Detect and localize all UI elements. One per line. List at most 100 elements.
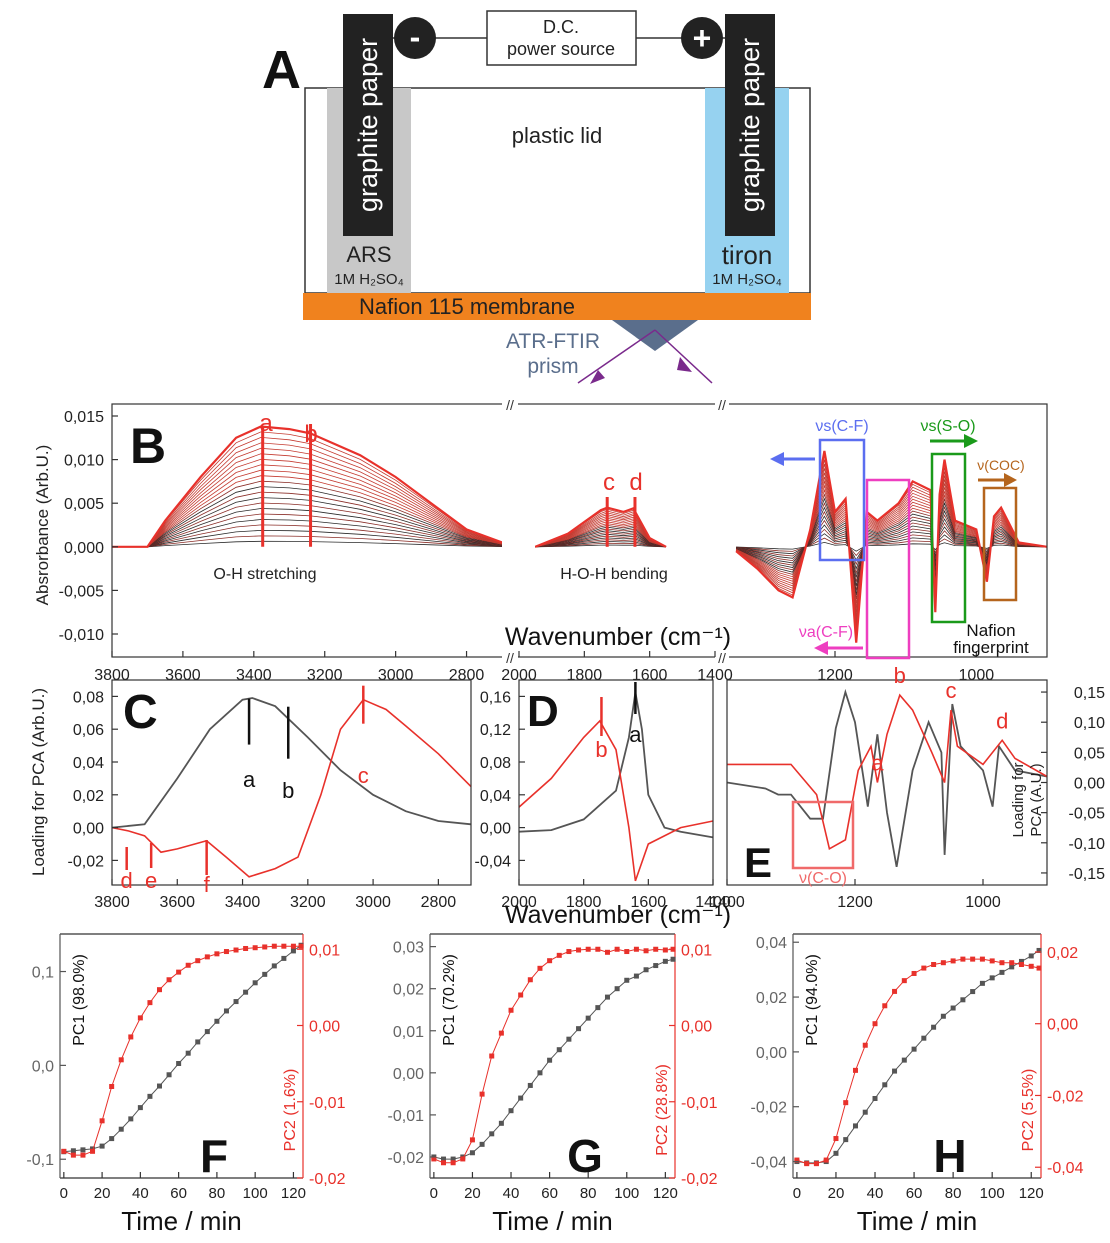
pc2-point (823, 1157, 829, 1163)
ytick-label: 0,06 (73, 722, 104, 739)
panel-e-ylabel-2: PCA (A.U.) (1028, 763, 1045, 836)
ytick-label: 0,00 (1074, 776, 1105, 793)
panel-b-x-ticks: 3800 3600 3400 3200 3000 2800 2000 1800 1600 1400… (94, 651, 994, 684)
ytick-label: 0,12 (480, 722, 511, 739)
marker-label-b: b (304, 421, 317, 448)
pc1-point (1036, 947, 1042, 953)
coc-arrow-icon (1004, 473, 1017, 487)
pc2-point (882, 1003, 888, 1009)
panel-e-y-ticks: 0,15 0,10 0,05 0,00 -0,05 -0,10 -0,15 (1041, 685, 1105, 883)
cf-asym-box (865, 478, 911, 660)
pc2-point (137, 1015, 143, 1021)
pc1-point (518, 1095, 524, 1101)
pc1-point (921, 1035, 927, 1041)
panel-e-markers: a b c d (871, 663, 1008, 775)
spectrum-line-7-seg0 (112, 508, 503, 548)
right-electrode-label: graphite paper (735, 38, 765, 212)
pc2-point (662, 947, 668, 953)
b-ytick-label: 0,015 (64, 409, 104, 426)
xtick-label: 2800 (421, 894, 457, 911)
panel-e-red-line (727, 693, 1048, 851)
panel-b-frame (111, 403, 1048, 658)
panel-letter-a: A (262, 40, 301, 100)
pc2-point (128, 1034, 134, 1040)
left-graphite-electrode (343, 14, 393, 236)
ytick-label: 0,08 (73, 689, 104, 706)
pc1-point (479, 1141, 485, 1147)
power-source-line2: power source (507, 39, 615, 59)
right-tick-label: 0,02 (1047, 945, 1078, 962)
axis-break-2 (715, 398, 729, 663)
pc2-point (431, 1156, 437, 1162)
pc1-axis-label: PC1 (94.0%) (804, 954, 821, 1046)
spectrum-line-18-seg2 (735, 468, 1048, 626)
pc2-point (1018, 962, 1024, 967)
x-tick-label: 120 (1019, 1185, 1044, 1202)
pc2-point (271, 943, 277, 949)
pc2-point (518, 992, 524, 998)
pc2-point (931, 962, 937, 967)
pc2-axis-label: PC2 (28.8%) (654, 1064, 671, 1156)
pc1-point (566, 1036, 572, 1042)
panel-letter-g: G (567, 1130, 603, 1182)
pc2-point (70, 1152, 76, 1158)
pc2-point (940, 960, 946, 966)
pc2-point (653, 946, 659, 952)
xtick-label: 3600 (159, 894, 195, 911)
pc2-point (624, 949, 630, 955)
pc1-point (252, 980, 258, 986)
pc1-point (892, 1068, 898, 1074)
left-tick-label: -0,04 (751, 1155, 788, 1172)
pc2-point (61, 1148, 67, 1154)
cf-sym-box (818, 438, 866, 562)
beam-arrow-out-icon (677, 357, 692, 372)
left-tick-label: -0,1 (26, 1152, 54, 1169)
b-ytick-label: -0,010 (59, 627, 104, 644)
x-tick-label: 40 (132, 1185, 149, 1202)
spectrum-line-11-seg0 (112, 486, 503, 548)
pc2-point (99, 1118, 105, 1124)
panel-e-x-ticks: 1400 1200 1000 (709, 879, 1001, 911)
pc1-line (433, 958, 674, 1160)
panel-b-spectra (112, 424, 1048, 643)
right-tick-label: -0,02 (681, 1171, 718, 1188)
x-tick-label: 40 (867, 1185, 884, 1202)
pc1-point (970, 989, 976, 995)
pc1-point (653, 963, 659, 969)
spectrum-line-21-seg2 (735, 455, 1048, 639)
b-xtick-label: 1800 (567, 667, 603, 684)
left-tick-label: 0,03 (393, 940, 424, 957)
oh-stretch-label: O-H stretching (213, 566, 316, 583)
power-source-box (486, 10, 637, 66)
pc1-point (498, 1120, 504, 1126)
pc2-point (872, 1021, 878, 1027)
pc1-point (176, 1061, 182, 1067)
ytick-label: 0,04 (73, 755, 104, 772)
panel-d-red-line (518, 719, 714, 882)
left-tick-label: 0,02 (393, 982, 424, 999)
xtick-label: 1000 (965, 894, 1001, 911)
right-solution-label: tiron (722, 240, 773, 270)
spectrum-line-2-seg1 (535, 542, 667, 548)
c-marker-label-e: e (145, 868, 157, 893)
pc1-point (243, 989, 249, 995)
pc2-point (833, 1136, 839, 1142)
left-tick-label: 0,00 (756, 1045, 787, 1062)
panel-letter-c: C (123, 686, 158, 739)
break-mark-2-bottom-icon: // (718, 650, 726, 666)
pc2-point (643, 948, 649, 954)
pc1-point (489, 1131, 495, 1137)
x-tick-label: 20 (464, 1185, 481, 1202)
b-xtick-label: 3400 (236, 667, 272, 684)
pc1-point (156, 1083, 162, 1089)
c-marker-label-a: a (243, 767, 256, 792)
pc2-point (979, 956, 985, 962)
pc1-point (614, 986, 620, 992)
xtick-label: 3400 (225, 894, 261, 911)
membrane-label: Nafion 115 membrane (359, 294, 575, 319)
pc1-point (527, 1082, 533, 1088)
x-tick-label: 0 (430, 1185, 438, 1202)
pc1-point (643, 967, 649, 973)
ytick-label: -0,05 (1069, 806, 1106, 823)
b-ytick-label: 0,010 (64, 453, 104, 470)
